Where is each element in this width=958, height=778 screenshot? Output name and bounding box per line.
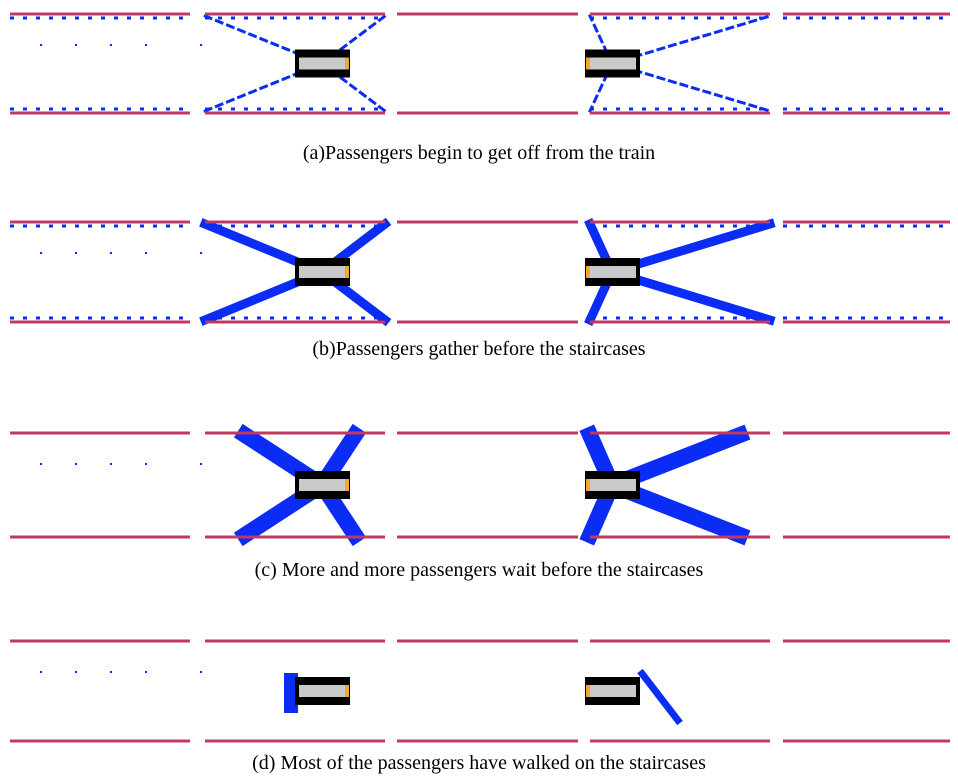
passenger: [40, 671, 42, 673]
staircase-entry: [345, 266, 349, 278]
staircase-step: [299, 685, 346, 697]
passenger: [145, 44, 147, 46]
staircase-step: [299, 479, 346, 491]
passenger: [40, 44, 42, 46]
passenger-crowd: [640, 671, 680, 723]
caption: (c) More and more passengers wait before…: [0, 559, 958, 582]
passenger: [40, 463, 42, 465]
passenger: [200, 671, 202, 673]
figure: (a)Passengers begin to get off from the …: [0, 0, 958, 778]
passenger: [200, 463, 202, 465]
caption: (d) Most of the passengers have walked o…: [0, 752, 958, 775]
staircase-step: [299, 266, 346, 278]
caption: (b)Passengers gather before the staircas…: [0, 338, 958, 361]
staircase-entry: [345, 479, 349, 491]
passenger: [110, 463, 112, 465]
passenger: [75, 671, 77, 673]
passenger: [145, 252, 147, 254]
staircase-entry: [345, 685, 349, 697]
staircase-step: [589, 266, 636, 278]
staircase-entry: [586, 58, 590, 70]
passenger: [145, 463, 147, 465]
passenger: [75, 252, 77, 254]
caption: (a)Passengers begin to get off from the …: [0, 142, 958, 165]
passenger: [200, 252, 202, 254]
simulation-snapshots: [0, 0, 958, 778]
passenger: [75, 44, 77, 46]
staircase-step: [589, 58, 636, 70]
staircase-step: [589, 685, 636, 697]
passenger: [200, 44, 202, 46]
staircase-entry: [586, 685, 590, 697]
staircase-step: [589, 479, 636, 491]
passenger: [75, 463, 77, 465]
staircase-step: [299, 58, 346, 70]
staircase-entry: [345, 58, 349, 70]
passenger: [110, 252, 112, 254]
staircase-entry: [586, 266, 590, 278]
staircase-entry: [586, 479, 590, 491]
passenger: [110, 671, 112, 673]
passenger: [145, 671, 147, 673]
passenger: [40, 252, 42, 254]
passenger: [110, 44, 112, 46]
